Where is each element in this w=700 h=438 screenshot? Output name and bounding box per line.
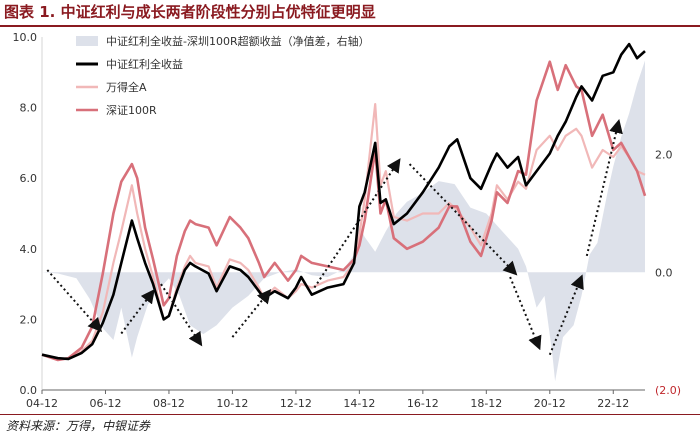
line-chart: 0.0 2.0 4.0 6.0 8.0 10.0 (2.0) 0.0 2.0 04-12 06-12… bbox=[13, 31, 682, 410]
x-tick-label: 16-12 bbox=[407, 397, 439, 410]
y-left-tick-label: 8.0 bbox=[20, 102, 38, 115]
x-tick-label: 20-12 bbox=[534, 397, 566, 410]
series-line-layer bbox=[41, 42, 647, 362]
annotation-arrow-layer bbox=[46, 118, 623, 356]
legend-label: 深证100R bbox=[106, 104, 157, 117]
y-right-tick-label: 0.0 bbox=[655, 266, 673, 279]
y-right-tick-label: 2.0 bbox=[655, 149, 673, 162]
source-note: 资料来源：万得，中银证券 bbox=[6, 419, 151, 433]
legend-swatch-area bbox=[76, 36, 98, 46]
legend-label: 中证红利全收益-深圳100R超额收益（净值差，右轴） bbox=[106, 34, 370, 48]
trend-arrow bbox=[160, 283, 203, 347]
trend-arrow bbox=[408, 163, 518, 276]
footer-divider bbox=[0, 414, 700, 415]
excess-return-area-layer bbox=[42, 60, 645, 382]
x-tick-label: 22-12 bbox=[597, 397, 629, 410]
x-tick-label: 06-12 bbox=[89, 397, 121, 410]
axes-layer: 0.0 2.0 4.0 6.0 8.0 10.0 (2.0) 0.0 2.0 04-12 06-12… bbox=[13, 31, 682, 410]
trend-arrow bbox=[120, 288, 155, 335]
x-tick-label: 04-12 bbox=[26, 397, 58, 410]
legend-label: 万得全A bbox=[106, 80, 147, 94]
y-left-tick-label: 0.0 bbox=[20, 384, 38, 397]
y-left-tick-label: 4.0 bbox=[20, 243, 38, 256]
y-left-tick-label: 10.0 bbox=[13, 31, 38, 44]
x-tick-label: 10-12 bbox=[216, 397, 248, 410]
trend-arrow bbox=[313, 158, 401, 289]
y-left-tick-label: 2.0 bbox=[20, 313, 38, 326]
x-tick-label: 14-12 bbox=[343, 397, 375, 410]
page-title: 图表 1. 中证红利与成长两者阶段性分别占优特征更明显 bbox=[4, 3, 376, 21]
trend-arrow bbox=[548, 274, 584, 356]
x-tick-label: 18-12 bbox=[470, 397, 502, 410]
excess-return-area bbox=[42, 60, 645, 382]
szse-100r-line bbox=[41, 60, 647, 362]
y-left-tick-label: 6.0 bbox=[20, 172, 38, 185]
trend-arrow bbox=[46, 269, 103, 333]
title-divider bbox=[0, 25, 700, 27]
csi-dividend-line bbox=[41, 42, 646, 361]
x-tick-label: 08-12 bbox=[153, 397, 185, 410]
y-right-tick-label: (2.0) bbox=[655, 384, 681, 397]
x-tick-label: 12-12 bbox=[280, 397, 312, 410]
legend-label: 中证红利全收益 bbox=[106, 57, 183, 71]
